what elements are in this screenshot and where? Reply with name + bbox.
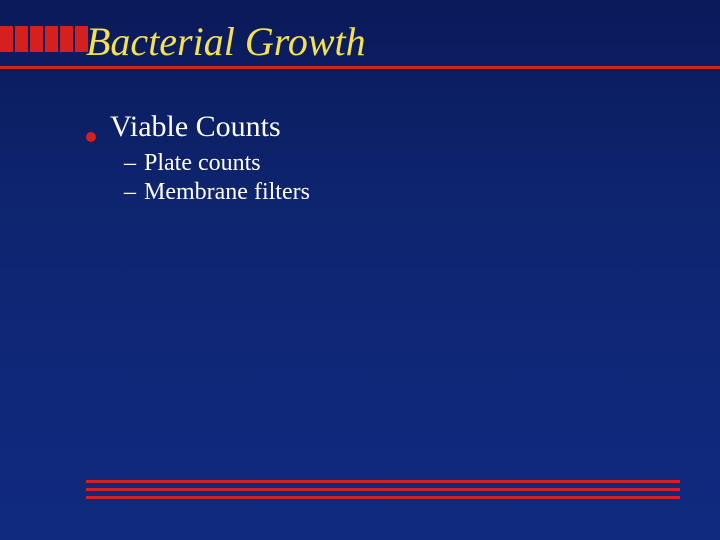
- sub-item: – Membrane filters: [124, 179, 680, 206]
- footer-lines: [86, 480, 680, 504]
- bullet-dot-icon: [86, 132, 96, 142]
- bullet-item: Viable Counts: [86, 110, 680, 144]
- red-block: [0, 26, 13, 52]
- footer-line: [86, 480, 680, 483]
- red-block: [30, 26, 43, 52]
- bullet-text: Viable Counts: [110, 110, 281, 144]
- title-bar: Bacterial Growth: [0, 18, 720, 66]
- sub-list: – Plate counts – Membrane filters: [124, 150, 680, 206]
- footer-line: [86, 496, 680, 499]
- dash-icon: –: [124, 150, 136, 177]
- footer-line: [86, 488, 680, 491]
- red-block: [60, 26, 73, 52]
- red-block: [15, 26, 28, 52]
- sub-item-text: Plate counts: [144, 150, 261, 177]
- title-underline: [0, 66, 720, 69]
- sub-item: – Plate counts: [124, 150, 680, 177]
- slide-content: Viable Counts – Plate counts – Membrane …: [86, 110, 680, 208]
- dash-icon: –: [124, 179, 136, 206]
- red-block: [45, 26, 58, 52]
- slide-title: Bacterial Growth: [86, 18, 366, 65]
- sub-item-text: Membrane filters: [144, 179, 310, 206]
- header-red-blocks: [0, 26, 88, 52]
